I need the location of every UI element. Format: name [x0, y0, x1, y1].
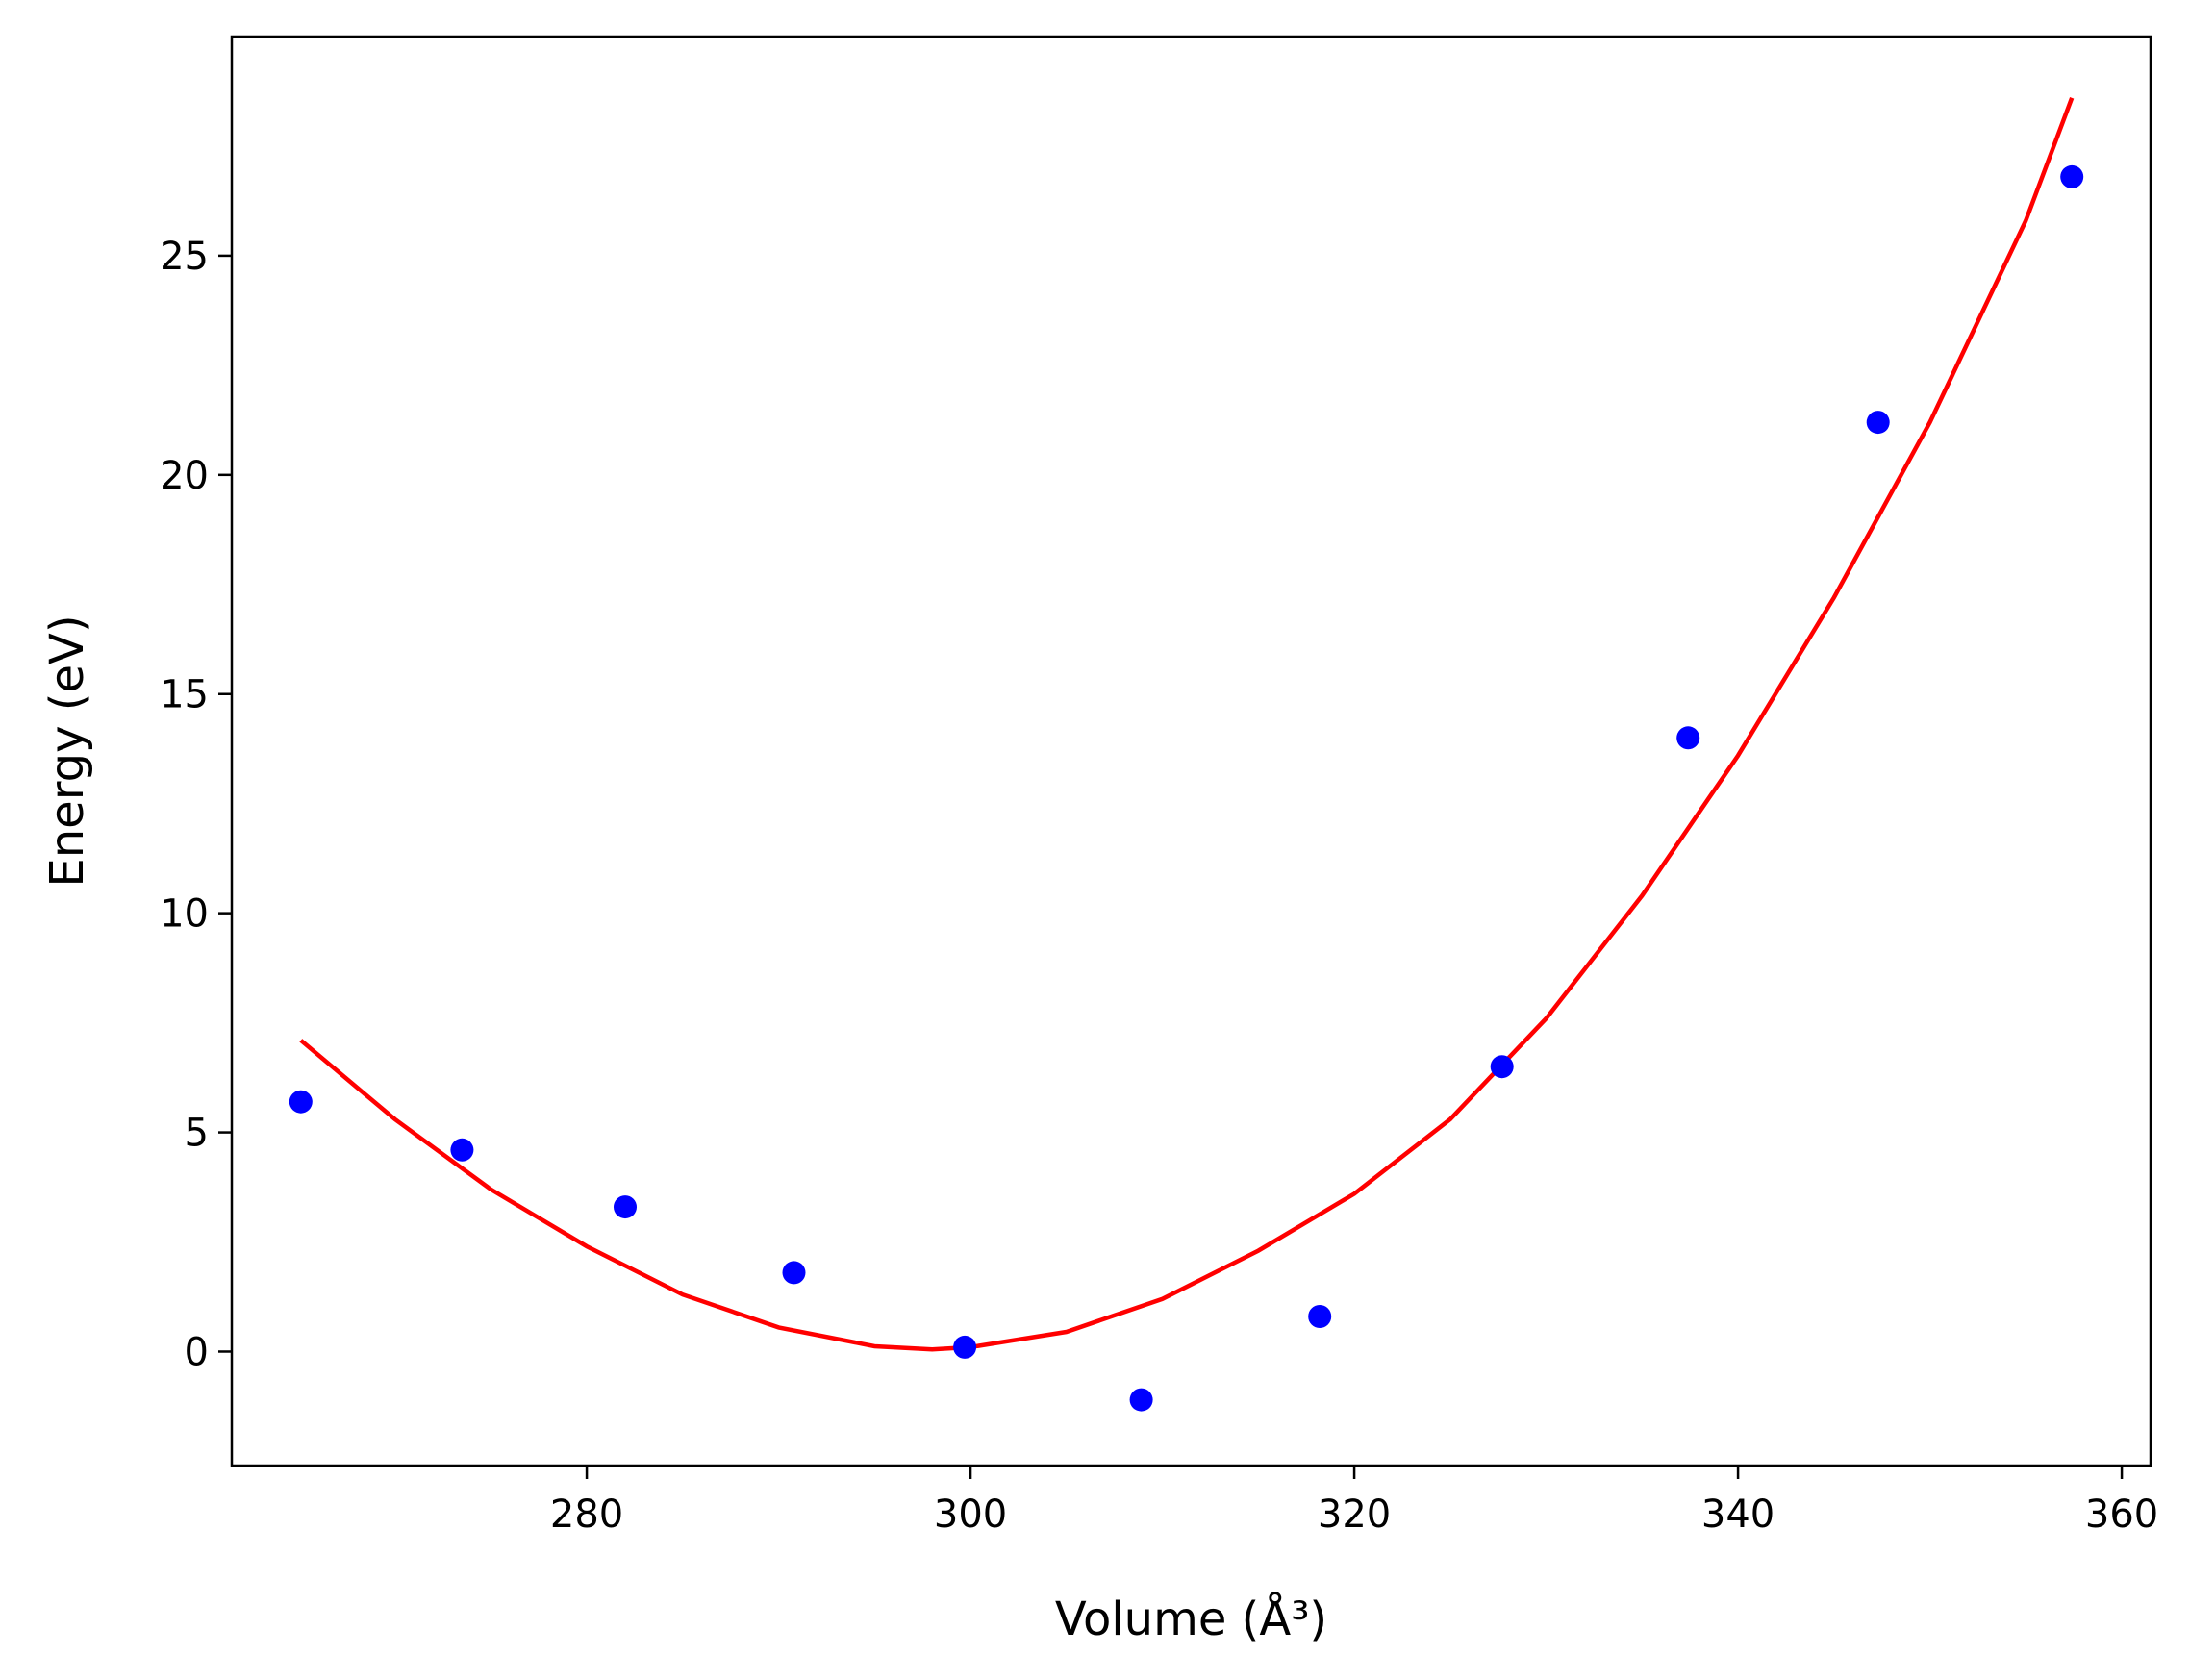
data-point-3: [782, 1261, 806, 1285]
x-tick-label-3: 340: [1701, 1492, 1775, 1537]
x-tick-label-1: 300: [934, 1492, 1007, 1537]
y-axis-title: Energy (eV): [40, 614, 94, 887]
y-tick-label-5: 25: [160, 235, 209, 279]
x-tick-label-0: 280: [550, 1492, 623, 1537]
y-tick-label-3: 15: [160, 673, 209, 717]
x-axis-title: Volume (Å³): [1055, 1592, 1327, 1646]
data-point-9: [1866, 411, 1890, 435]
data-point-8: [1676, 726, 1700, 750]
data-point-10: [2060, 164, 2084, 188]
data-point-0: [289, 1090, 313, 1114]
data-point-2: [614, 1195, 637, 1219]
data-point-6: [1308, 1305, 1332, 1328]
y-tick-label-0: 0: [185, 1330, 209, 1374]
data-point-5: [1129, 1388, 1153, 1412]
y-tick-label-1: 5: [185, 1112, 209, 1156]
plot-marks: [289, 97, 2084, 1412]
y-axis: 0 5 10 15 20 25: [160, 235, 232, 1374]
y-tick-label-2: 10: [160, 892, 209, 937]
plot-frame: [230, 35, 2152, 1467]
x-axis: 280 300 320 340 360: [550, 1466, 2158, 1537]
data-point-4: [953, 1335, 977, 1359]
x-tick-label-2: 320: [1318, 1492, 1391, 1537]
fit-curve-line: [299, 97, 2075, 1352]
data-point-7: [1490, 1055, 1514, 1079]
y-tick-label-4: 20: [160, 454, 209, 498]
x-tick-label-4: 360: [2085, 1492, 2158, 1537]
data-point-1: [450, 1138, 474, 1162]
